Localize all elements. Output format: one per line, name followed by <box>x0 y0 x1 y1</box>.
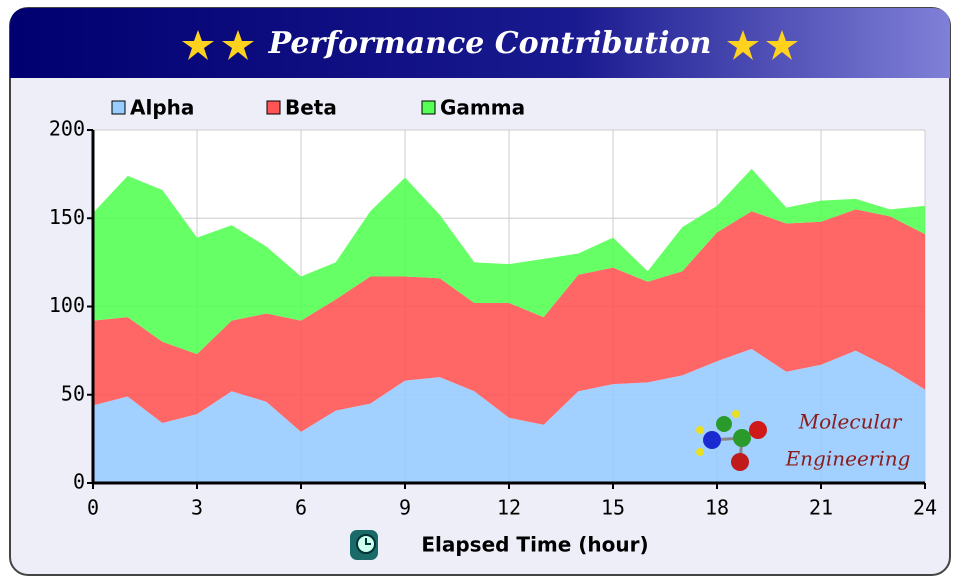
x-axis-title: Elapsed Time (hour) <box>421 533 648 557</box>
x-tick-label: 3 <box>191 496 203 520</box>
legend-swatch <box>267 101 280 114</box>
watermark: Molecular <box>798 410 903 434</box>
x-tick-label: 6 <box>295 496 307 520</box>
x-tick-label: 24 <box>913 496 937 520</box>
x-tick-label: 18 <box>705 496 729 520</box>
x-tick-label: 9 <box>399 496 411 520</box>
x-tick-label: 12 <box>497 496 521 520</box>
y-tick-label: 0 <box>73 470 85 494</box>
legend-label: Beta <box>285 96 337 120</box>
clock-icon <box>350 530 378 560</box>
x-tick-label: 15 <box>601 496 625 520</box>
y-tick-label: 200 <box>49 117 85 141</box>
watermark: Engineering <box>785 447 911 471</box>
chart: Performance Contribution Molecular Engin… <box>0 0 955 580</box>
legend-label: Alpha <box>130 96 194 120</box>
x-tick-label: 0 <box>87 496 99 520</box>
legend-label: Gamma <box>440 96 525 120</box>
y-tick-label: 50 <box>61 381 85 405</box>
x-tick-label: 21 <box>809 496 833 520</box>
y-tick-label: 100 <box>49 293 85 317</box>
y-tick-label: 150 <box>49 205 85 229</box>
legend-swatch <box>112 101 125 114</box>
chart-title: Performance Contribution <box>268 26 712 61</box>
legend-swatch <box>422 101 435 114</box>
